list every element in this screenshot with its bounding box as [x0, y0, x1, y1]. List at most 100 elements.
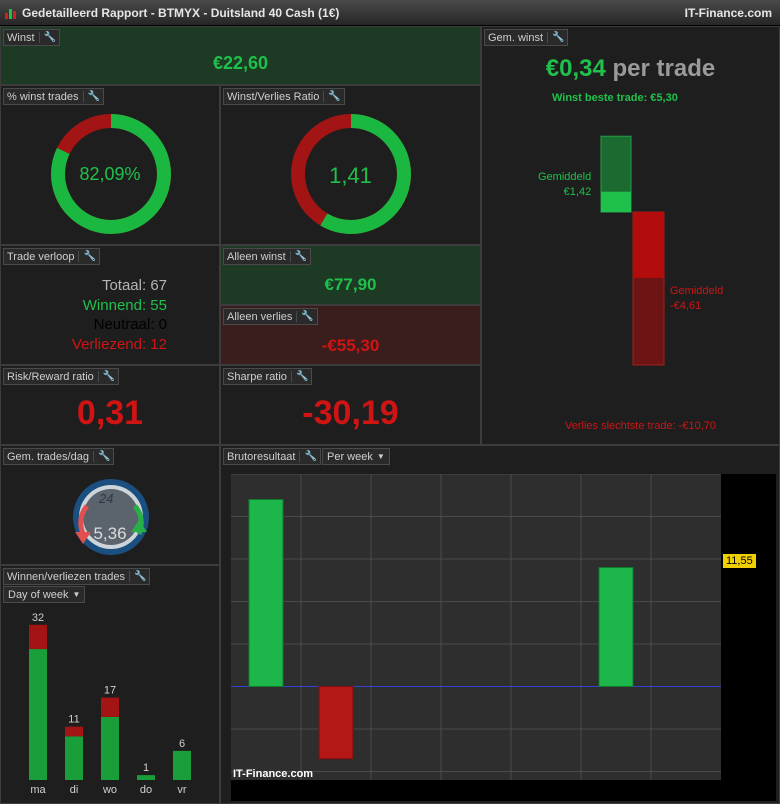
- day-of-week-dropdown[interactable]: Day of week ▼: [3, 586, 86, 603]
- best-trade-label: Winst beste trade: €5,30: [552, 92, 678, 104]
- gem-winst-panel-header: Gem. winst 🔧: [484, 29, 569, 46]
- gem-trades-dag-title: Gem. trades/dag: [7, 450, 89, 463]
- per-week-dropdown[interactable]: Per week ▼: [322, 448, 390, 465]
- bar-win-di: [65, 736, 83, 780]
- neutral-trades: Neutraal: 0: [93, 316, 167, 333]
- winst-value: €22,60: [212, 53, 269, 73]
- winnen-verliezen-panel-header: Winnen/verliezen trades 🔧: [3, 568, 151, 585]
- brutoresultaat-chart: [231, 474, 721, 780]
- gem-winst-headline: €0,34 per trade: [482, 55, 779, 83]
- winst-panel: Winst 🔧 €22,60: [0, 26, 481, 85]
- alleen-winst-panel: Alleen winst 🔧 €77,90: [220, 245, 481, 305]
- bar-loss-di: [65, 726, 83, 737]
- total-trades: Totaal: 67: [101, 277, 167, 294]
- bar-win-wo: [101, 716, 119, 780]
- trade-verloop-lines: Totaal: 67 Winnend: 55 Neutraal: 0 Verli…: [72, 276, 167, 354]
- category-label: ma: [30, 784, 46, 796]
- avg-loss-bar: [633, 212, 664, 278]
- risk-reward-panel-header: Risk/Reward ratio 🔧: [3, 368, 120, 385]
- sharpe-panel-header: Sharpe ratio 🔧: [223, 368, 313, 385]
- wrench-icon[interactable]: 🔧: [92, 451, 110, 462]
- brutoresultaat-panel: Brutoresultaat 🔧 Per week ▼ 11,55 IT-Fin…: [220, 445, 780, 804]
- wrench-icon[interactable]: 🔧: [38, 32, 56, 43]
- category-label: wo: [102, 784, 117, 796]
- avg-win-label: Gemiddeld €1,42: [538, 170, 591, 200]
- sharpe-value: -30,19: [302, 394, 399, 432]
- winst-panel-header: Winst 🔧: [3, 29, 60, 46]
- gem-winst-title: Gem. winst: [488, 31, 544, 44]
- avg-loss-label: Gemiddeld -€4,61: [670, 284, 723, 314]
- risk-reward-title: Risk/Reward ratio: [7, 370, 94, 383]
- clock-top-label: 24: [99, 491, 114, 506]
- brutoresultaat-panel-header: Brutoresultaat 🔧: [223, 448, 321, 465]
- bar-total-label: 17: [104, 685, 116, 697]
- brutoresultaat-title: Brutoresultaat: [227, 450, 296, 463]
- wrench-icon[interactable]: 🔧: [82, 91, 100, 102]
- chart-watermark: IT-Finance.com: [233, 768, 314, 780]
- gem-winst-value: €0,34: [545, 55, 606, 82]
- category-label: do: [140, 784, 152, 796]
- pct-winst-title: % winst trades: [7, 90, 79, 103]
- app-logo-icon: [5, 9, 16, 19]
- sharpe-panel: Sharpe ratio 🔧 -30,19: [220, 365, 481, 445]
- gem-trades-dag-panel-header: Gem. trades/dag 🔧: [3, 448, 115, 465]
- donut-win-arc: [51, 114, 171, 234]
- plot-background: [231, 474, 721, 780]
- wrench-icon[interactable]: 🔧: [296, 311, 314, 322]
- wrench-icon[interactable]: 🔧: [547, 32, 564, 43]
- day-of-week-dropdown-label: Day of week: [8, 588, 69, 601]
- winnen-verliezen-panel: Winnen/verliezen trades 🔧 Day of week ▼ …: [0, 565, 220, 804]
- sharpe-title: Sharpe ratio: [227, 370, 287, 383]
- alleen-verlies-value: -€55,30: [321, 336, 380, 355]
- week-bar: [598, 567, 634, 687]
- alleen-winst-title: Alleen winst: [227, 250, 286, 263]
- risk-reward-panel: Risk/Reward ratio 🔧 0,31: [0, 365, 220, 445]
- week-bar: [318, 686, 354, 760]
- pct-winst-panel: % winst trades 🔧 82,09%: [0, 85, 220, 245]
- wrench-icon[interactable]: 🔧: [78, 251, 96, 262]
- gem-trades-dag-panel: Gem. trades/dag 🔧 24 5,36: [0, 445, 220, 565]
- worst-trade-label: Verlies slechtste trade: -€10,70: [565, 420, 717, 432]
- bar-total-label: 11: [68, 714, 79, 726]
- gem-winst-panel: Gem. winst 🔧 €0,34 per trade Winst beste…: [481, 26, 780, 445]
- wv-ratio-label: 1,41: [329, 163, 372, 188]
- donut-win-arc: [291, 114, 411, 234]
- wrench-icon[interactable]: 🔧: [299, 451, 317, 462]
- risk-reward-value: 0,31: [76, 394, 144, 432]
- bar-win-do: [137, 775, 155, 780]
- wrench-icon[interactable]: 🔧: [97, 371, 115, 382]
- pct-winst-panel-header: % winst trades 🔧: [3, 88, 104, 105]
- bar-win-vr: [173, 750, 191, 780]
- bar-total-label: 32: [32, 612, 44, 624]
- wrench-icon[interactable]: 🔧: [323, 91, 341, 102]
- winnen-verliezen-title: Winnen/verliezen trades: [7, 570, 126, 583]
- week-bar: [248, 499, 284, 687]
- wv-ratio-donut: [291, 114, 411, 234]
- wv-ratio-panel: Winst/Verlies Ratio 🔧 1,41: [220, 85, 481, 245]
- wrench-icon[interactable]: 🔧: [290, 371, 308, 382]
- gem-winst-suffix: per trade: [612, 55, 716, 82]
- avg-win-label-text: Gemiddeld: [538, 171, 592, 183]
- avg-win-bar: [601, 191, 631, 212]
- gem-trades-dag-value: 5,36: [93, 524, 127, 543]
- chevron-down-icon: ▼: [72, 590, 81, 599]
- bar-total-label: 1: [143, 762, 149, 774]
- wrench-icon[interactable]: 🔧: [289, 251, 307, 262]
- category-label: di: [70, 784, 79, 796]
- alleen-verlies-panel: Alleen verlies 🔧 -€55,30: [220, 305, 481, 365]
- avg-loss-label-text: Gemiddeld: [670, 285, 724, 297]
- alleen-winst-value: €77,90: [324, 275, 377, 294]
- trade-verloop-panel: Trade verloop 🔧 Totaal: 67 Winnend: 55 N…: [0, 245, 220, 365]
- bar-loss-ma: [29, 624, 47, 650]
- pct-winst-label: 82,09%: [79, 164, 141, 184]
- alleen-winst-panel-header: Alleen winst 🔧: [223, 248, 312, 265]
- pct-winst-donut: [51, 114, 171, 234]
- window-titlebar: Gedetailleerd Rapport - BTMYX - Duitslan…: [0, 0, 780, 26]
- chevron-down-icon: ▼: [376, 452, 385, 461]
- brand-label: IT-Finance.com: [684, 6, 772, 20]
- window-title: Gedetailleerd Rapport - BTMYX - Duitslan…: [22, 6, 340, 20]
- per-week-dropdown-label: Per week: [327, 450, 373, 463]
- winning-trades: Winnend: 55: [82, 296, 167, 314]
- wrench-icon[interactable]: 🔧: [129, 571, 146, 582]
- bar-total-label: 6: [179, 738, 185, 750]
